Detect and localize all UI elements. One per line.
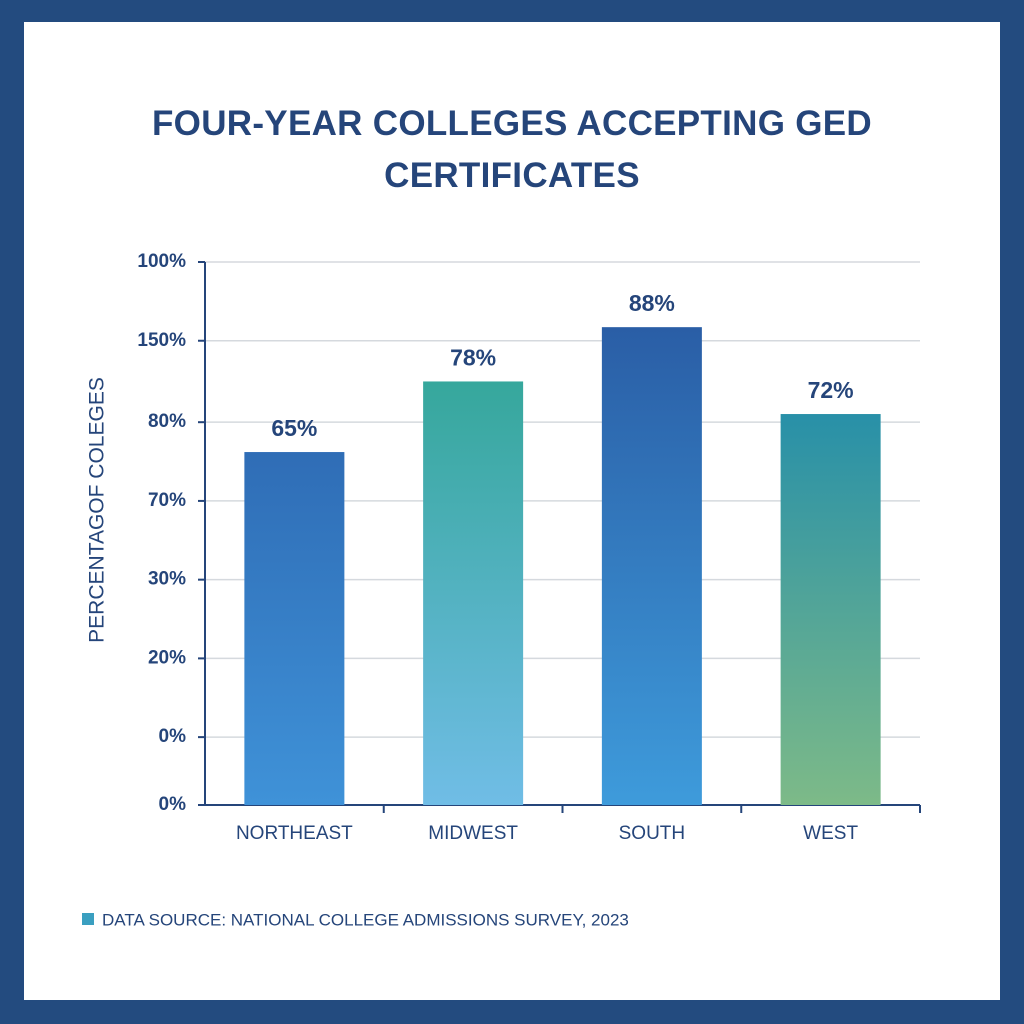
x-tick-label: NORTHEAST	[236, 823, 353, 844]
y-tick-label: 100%	[137, 251, 186, 272]
bar	[780, 414, 881, 805]
y-axis-label: PERCENTAGOF COLEGES	[86, 377, 109, 643]
y-tick-label: 70%	[148, 490, 186, 511]
x-tick-label: MIDWEST	[428, 823, 518, 844]
data-label: 72%	[808, 377, 854, 403]
y-tick-label: 20%	[148, 647, 186, 668]
bar	[601, 327, 702, 805]
data-label: 88%	[629, 290, 675, 316]
x-tick-label: SOUTH	[619, 823, 686, 844]
y-tick-label: 0%	[159, 794, 187, 815]
y-tick-label: 150%	[137, 330, 186, 351]
data-label: 65%	[271, 415, 317, 441]
y-tick-label: 30%	[148, 569, 186, 590]
source-note: DATA SOURCE: NATIONAL COLLEGE ADMISSIONS…	[102, 910, 629, 929]
bar	[423, 381, 524, 805]
y-tick-label: 0%	[159, 726, 187, 747]
y-tick-label: 80%	[148, 411, 186, 432]
bar	[244, 452, 345, 805]
chart-title: FOUR-YEAR COLLEGES ACCEPTING GED CERTIFI…	[152, 104, 873, 195]
data-label: 78%	[450, 345, 496, 371]
source-marker	[82, 913, 94, 925]
x-tick-label: WEST	[803, 823, 858, 844]
